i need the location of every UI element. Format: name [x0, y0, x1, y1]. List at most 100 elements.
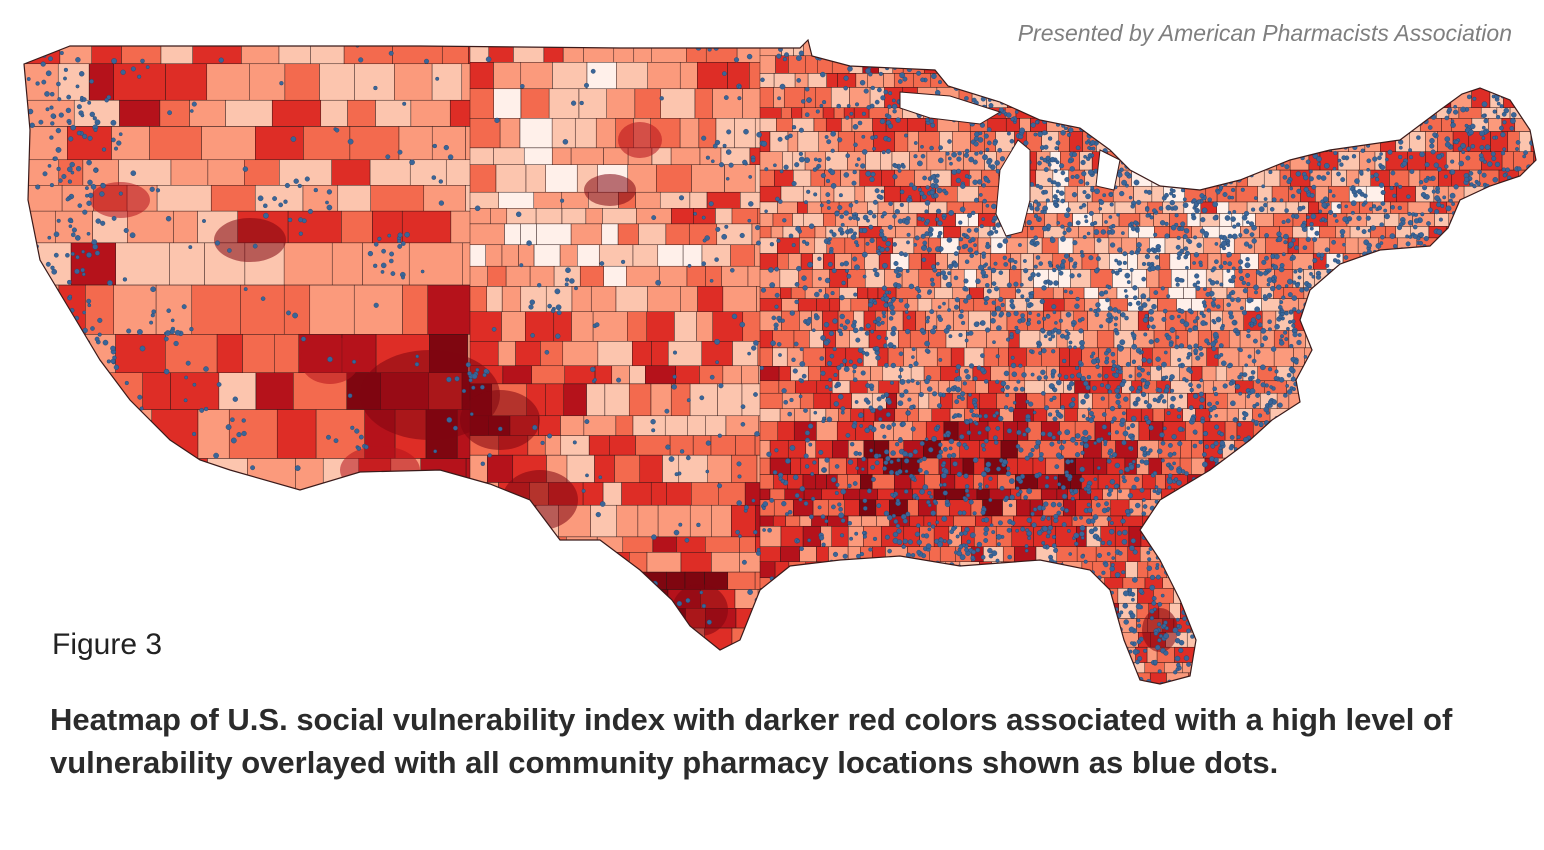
pharmacy-dot: [402, 101, 407, 106]
county-cell: [1535, 515, 1536, 527]
pharmacy-dot: [1298, 537, 1304, 542]
pharmacy-dot: [1109, 405, 1116, 412]
county-cell: [1383, 392, 1400, 409]
pharmacy-dot: [756, 240, 761, 246]
county-cell: [1083, 330, 1098, 349]
pharmacy-dot: [333, 438, 339, 444]
county-cell: [1498, 298, 1512, 312]
pharmacy-dot: [1075, 220, 1081, 226]
county-cell: [1157, 515, 1170, 527]
pharmacy-dot: [1038, 581, 1044, 588]
pharmacy-dot: [1206, 101, 1212, 107]
county-cell: [651, 40, 687, 63]
pharmacy-dot: [987, 618, 992, 623]
pharmacy-dot: [1390, 292, 1396, 298]
county-cell: [1265, 457, 1286, 475]
pharmacy-dot: [1003, 370, 1010, 377]
county-cell: [838, 687, 851, 698]
pharmacy-dot: [1105, 297, 1110, 303]
county-cell: [217, 605, 260, 649]
county-cell: [531, 365, 566, 385]
pharmacy-dot: [1369, 258, 1375, 265]
pharmacy-dot: [1424, 351, 1429, 356]
county-cell: [1450, 73, 1472, 88]
pharmacy-dot: [1528, 447, 1533, 452]
county-cell: [698, 118, 717, 149]
county-cell: [1261, 672, 1272, 684]
pharmacy-dot: [1406, 92, 1412, 99]
county-cell: [1253, 561, 1266, 579]
county-cell: [1372, 269, 1393, 288]
pharmacy-dot: [1283, 128, 1290, 135]
county-cell: [1495, 201, 1510, 214]
county-cell: [867, 287, 879, 299]
pharmacy-dot: [894, 618, 900, 623]
county-cell: [791, 107, 803, 119]
pharmacy-dot: [893, 605, 899, 611]
county-cell: [284, 63, 320, 101]
pharmacy-dot: [984, 426, 991, 432]
county-cell: [1294, 632, 1311, 648]
pharmacy-dot: [1475, 595, 1480, 599]
pharmacy-dot: [1059, 163, 1065, 169]
pharmacy-dot: [874, 271, 880, 278]
county-cell: [1458, 55, 1480, 74]
pharmacy-dot: [1193, 99, 1198, 104]
county-cell: [1122, 515, 1144, 527]
pharmacy-dot: [924, 60, 929, 66]
pharmacy-dot: [1333, 424, 1339, 430]
county-cell: [60, 372, 102, 410]
county-cell: [863, 440, 875, 459]
pharmacy-dot: [1321, 633, 1328, 639]
pharmacy-dot: [1400, 666, 1405, 672]
county-cell: [984, 662, 1002, 674]
county-cell: [770, 226, 784, 239]
pharmacy-dot: [1231, 663, 1236, 668]
pharmacy-dot: [1406, 594, 1411, 600]
county-cell: [936, 347, 952, 367]
county-cell: [108, 672, 160, 684]
pharmacy-dot: [1438, 49, 1442, 54]
pharmacy-dot: [980, 443, 986, 448]
pharmacy-dot: [971, 569, 976, 575]
pharmacy-dot: [58, 112, 64, 118]
county-cell: [1453, 618, 1466, 633]
pharmacy-dot: [992, 340, 996, 345]
county-cell: [1055, 526, 1077, 547]
county-cell: [931, 298, 950, 312]
county-cell: [560, 608, 597, 629]
pharmacy-dot: [838, 507, 843, 512]
county-cell: [1382, 499, 1397, 517]
pharmacy-dot: [1109, 566, 1115, 572]
pharmacy-dot: [1065, 665, 1072, 671]
pharmacy-dot: [984, 466, 989, 472]
county-cell: [1138, 107, 1155, 119]
county-cell: [711, 504, 732, 538]
county-cell: [1126, 118, 1147, 132]
pharmacy-dot: [919, 488, 925, 495]
pharmacy-dot: [1368, 655, 1375, 662]
pharmacy-dot: [705, 155, 710, 160]
pharmacy-dot: [994, 229, 999, 234]
pharmacy-dot: [714, 338, 720, 345]
pharmacy-dot: [1413, 340, 1417, 345]
county-cell: [634, 88, 661, 119]
pharmacy-dot: [1147, 557, 1152, 562]
pharmacy-dot: [1228, 118, 1233, 124]
attribution-text: Presented by American Pharmacists Associ…: [1017, 20, 1512, 46]
county-cell: [521, 571, 543, 590]
county-cell: [1419, 408, 1431, 422]
pharmacy-dot: [965, 374, 971, 380]
county-cell: [851, 687, 869, 698]
county-cell: [689, 383, 718, 417]
county-cell: [1537, 311, 1544, 331]
county-cell: [1056, 672, 1071, 684]
pharmacy-dot: [778, 353, 782, 357]
county-cell: [1319, 226, 1336, 239]
pharmacy-dot: [74, 268, 80, 275]
pharmacy-dot: [1455, 215, 1460, 221]
pharmacy-dot: [788, 233, 794, 239]
pharmacy-dot: [1389, 686, 1394, 691]
county-cell: [680, 552, 712, 573]
pharmacy-dot: [867, 209, 873, 216]
